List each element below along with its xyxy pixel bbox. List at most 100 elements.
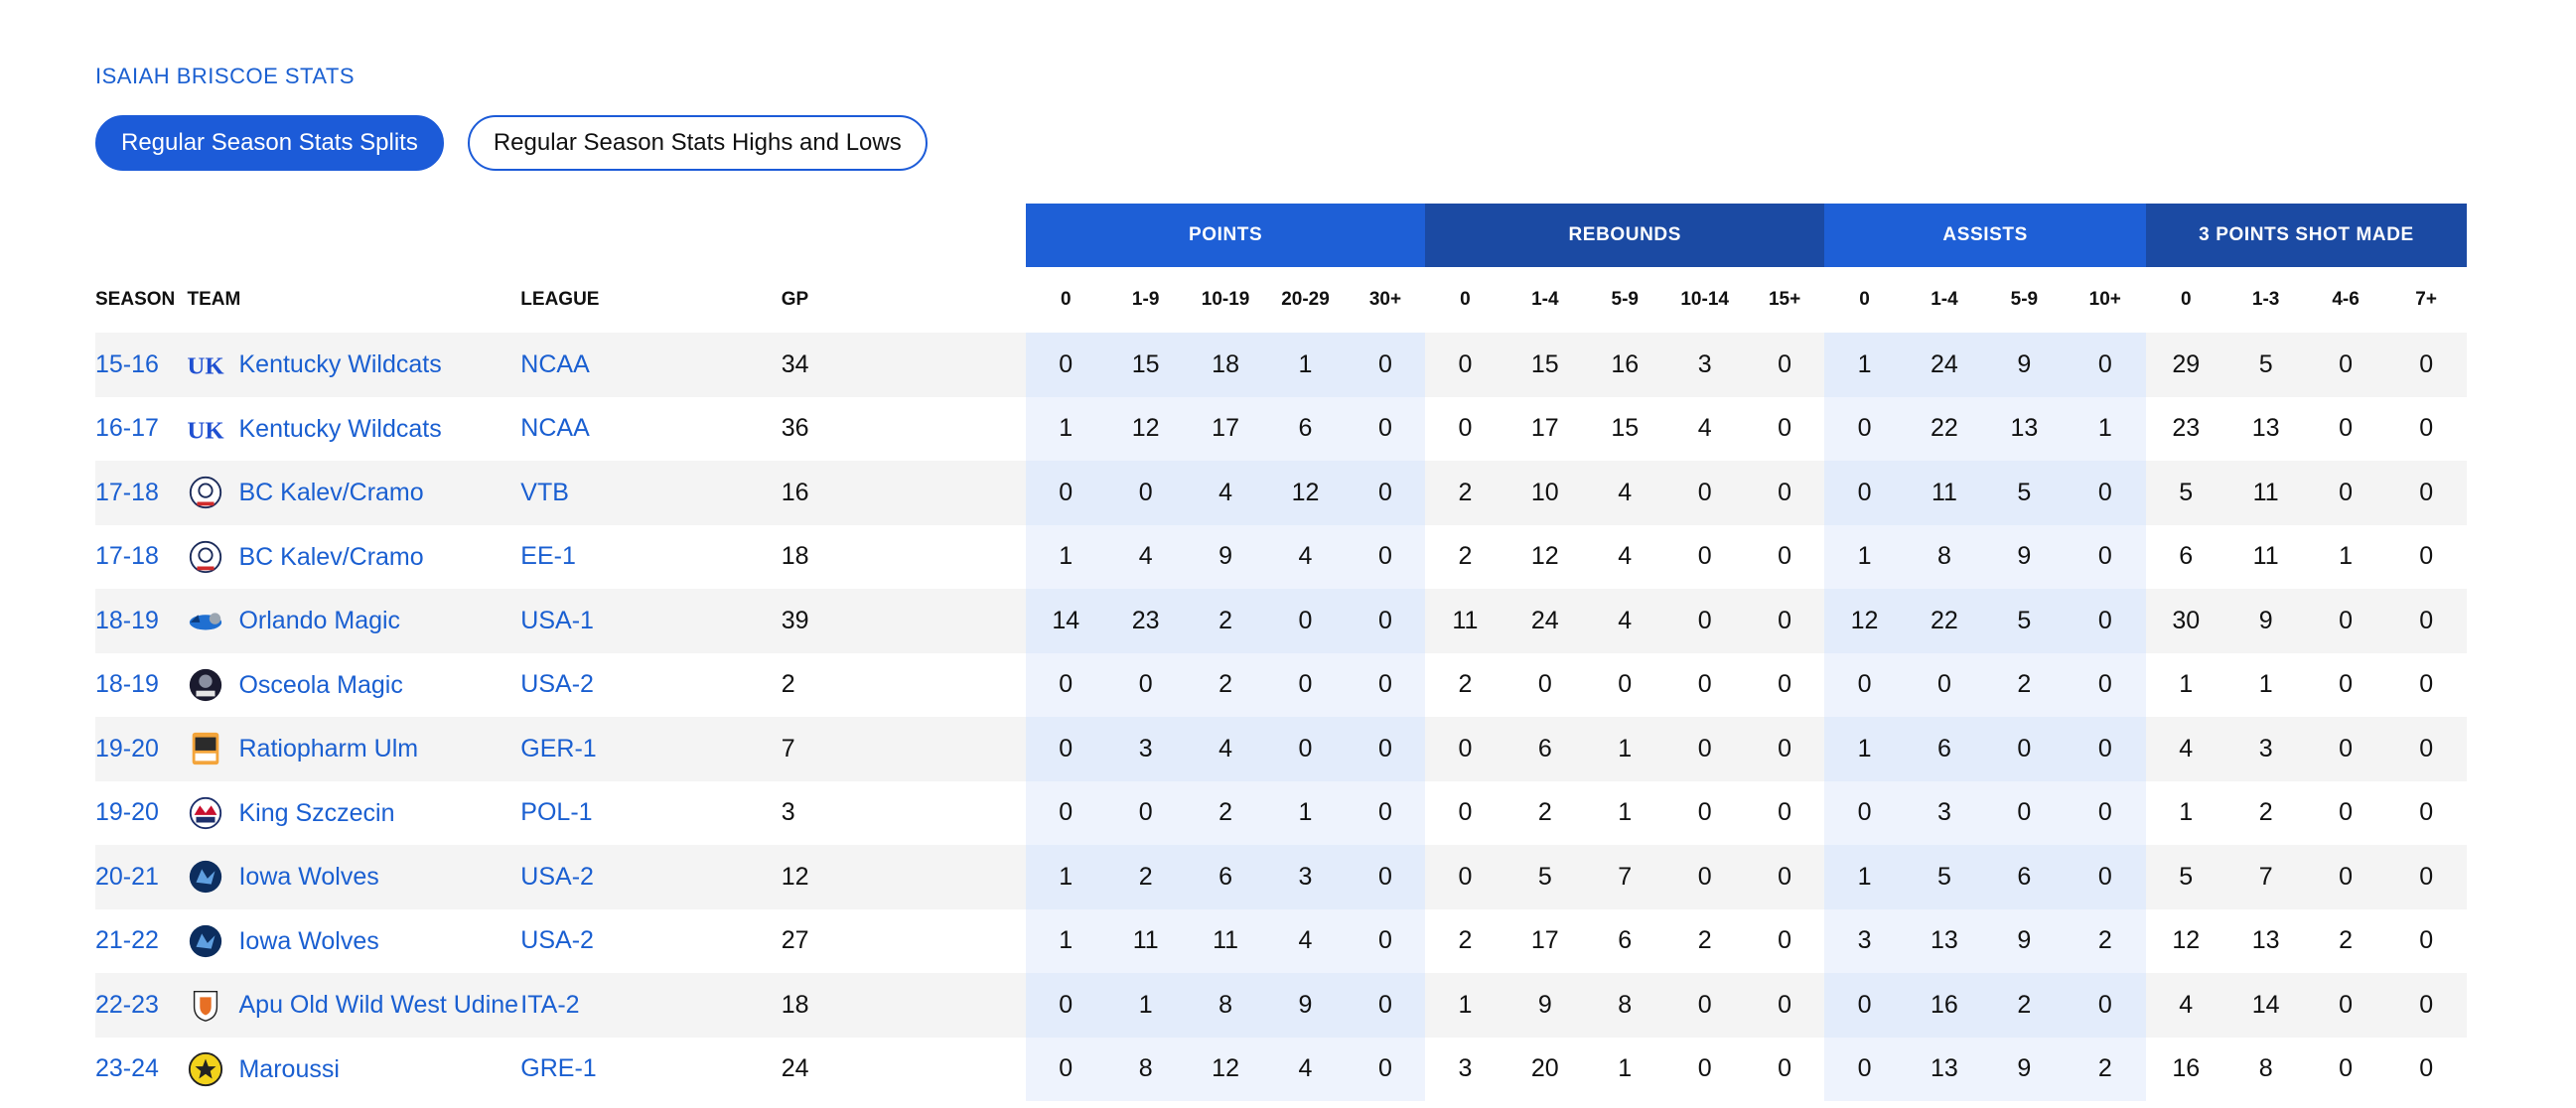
team-link[interactable]: UK Kentucky Wildcats (187, 346, 520, 383)
season-link[interactable]: 16-17 (95, 414, 159, 443)
stat-cell-points: 0 (1026, 717, 1106, 781)
team-link[interactable]: Maroussi (187, 1050, 520, 1088)
season-link[interactable]: 17-18 (95, 542, 159, 571)
stat-cell-assists: 0 (1984, 780, 2065, 845)
league-link[interactable]: ITA-2 (520, 990, 580, 1019)
stat-cell-rebounds: 15 (1530, 349, 1559, 378)
column-header-points-0: 0 (1060, 289, 1072, 310)
team-link[interactable]: BC Kalev/Cramo (187, 474, 520, 511)
stats-splits-button[interactable]: Regular Season Stats Splits (95, 115, 444, 171)
stat-cell-threes: 0 (2419, 1054, 2434, 1083)
stat-cell-threes: 13 (2251, 414, 2280, 443)
stat-cell-threes: 0 (2339, 478, 2354, 506)
league-link[interactable]: USA-2 (520, 670, 594, 699)
stat-cell-points: 12 (1265, 461, 1346, 525)
season-link[interactable]: 22-23 (95, 990, 159, 1019)
stat-cell-assists: 0 (1824, 461, 1905, 525)
team-link[interactable]: UK Kentucky Wildcats (187, 410, 520, 448)
season-link[interactable]: 23-24 (95, 1054, 159, 1083)
stat-cell-rebounds: 1 (1618, 1054, 1633, 1083)
stats-table: POINTS REBOUNDS ASSISTS 3 POINTS SHOT MA… (95, 204, 2467, 1101)
team-link[interactable]: Orlando Magic (187, 602, 520, 639)
team-name: Maroussi (238, 1054, 340, 1083)
team-link[interactable]: Iowa Wolves (187, 922, 520, 960)
stat-cell-points: 0 (1345, 780, 1426, 845)
stat-cell-threes: 1 (2339, 542, 2354, 571)
stat-cell-rebounds: 1 (1618, 798, 1633, 827)
stat-cell-points: 0 (1026, 461, 1106, 525)
stat-cell-points: 2 (1105, 845, 1186, 909)
stat-cell-assists: 2 (1984, 973, 2065, 1038)
season-link[interactable]: 18-19 (95, 670, 159, 699)
season-link[interactable]: 20-21 (95, 862, 159, 891)
league-link[interactable]: GER-1 (520, 734, 597, 762)
league-link[interactable]: VTB (520, 478, 569, 506)
stat-cell-points: 14 (1026, 589, 1106, 653)
stat-cell-points: 4 (1105, 524, 1186, 589)
team-link[interactable]: Iowa Wolves (187, 858, 520, 896)
stat-cell-rebounds: 1 (1458, 990, 1473, 1019)
team-link[interactable]: BC Kalev/Cramo (187, 538, 520, 576)
league-link[interactable]: USA-1 (520, 606, 594, 634)
team-link[interactable]: Ratiopharm Ulm (187, 730, 520, 767)
stat-cell-rebounds: 4 (1618, 478, 1633, 506)
stat-cell-rebounds: 0 (1458, 862, 1473, 891)
team-link[interactable]: Apu Old Wild West Udine (187, 986, 520, 1024)
team-name: King Szczecin (238, 798, 395, 827)
stat-cell-rebounds: 0 (1697, 990, 1712, 1019)
games-played-value: 39 (781, 606, 809, 634)
king-logo-icon (187, 794, 224, 832)
team-cell: UK Kentucky Wildcats (187, 333, 520, 397)
stat-cell-rebounds: 0 (1697, 542, 1712, 571)
stat-cell-points: 4 (1185, 461, 1266, 525)
team-link[interactable]: King Szczecin (187, 794, 520, 832)
team-cell: King Szczecin (187, 781, 520, 846)
stat-cell-points: 3 (1105, 717, 1186, 781)
team-link[interactable]: Osceola Magic (187, 666, 520, 704)
column-header-assists-0: 0 (1859, 289, 1870, 310)
season-link[interactable]: 19-20 (95, 734, 159, 762)
table-row: 17-18 BC Kalev/Cramo EE-1 18 1 4 9 4 0 2 12 4 0 0 1 8 9 0… (95, 524, 2467, 589)
column-header-points-2: 10-19 (1201, 289, 1250, 310)
season-link[interactable]: 21-22 (95, 926, 159, 955)
stat-cell-assists: 6 (1984, 845, 2065, 909)
season-link[interactable]: 19-20 (95, 798, 159, 827)
stat-cell-assists: 13 (1984, 396, 2065, 461)
stat-cell-points: 1 (1026, 396, 1106, 461)
stat-cell-rebounds: 0 (1458, 349, 1473, 378)
stat-cell-assists: 5 (1984, 461, 2065, 525)
highs-lows-button[interactable]: Regular Season Stats Highs and Lows (467, 115, 928, 171)
stats-table-body: 15-16 UK Kentucky Wildcats NCAA 34 0 15 18 1 0 0 15… (95, 333, 2467, 1101)
stat-cell-points: 17 (1185, 396, 1266, 461)
stat-cell-rebounds: 0 (1618, 670, 1633, 699)
league-link[interactable]: USA-2 (520, 926, 594, 955)
stat-cell-rebounds: 2 (1458, 542, 1473, 571)
league-link[interactable]: GRE-1 (520, 1054, 597, 1083)
stat-cell-threes: 0 (2339, 734, 2354, 762)
league-link[interactable]: NCAA (520, 349, 590, 378)
stat-cell-threes: 1 (2179, 670, 2194, 699)
season-link[interactable]: 17-18 (95, 478, 159, 506)
stat-cell-threes: 0 (2419, 349, 2434, 378)
league-link[interactable]: EE-1 (520, 542, 576, 571)
stat-cell-threes: 0 (2339, 798, 2354, 827)
league-link[interactable]: POL-1 (520, 798, 593, 827)
table-row: 21-22 Iowa Wolves USA-2 27 1 11 11 4 0 2 17 6 2 0 3 13 9… (95, 908, 2467, 973)
league-link[interactable]: NCAA (520, 414, 590, 443)
stat-cell-threes: 14 (2251, 990, 2280, 1019)
league-link[interactable]: USA-2 (520, 862, 594, 891)
group-header-assists: ASSISTS (1824, 204, 2147, 267)
stat-cell-rebounds: 0 (1697, 478, 1712, 506)
season-link[interactable]: 15-16 (95, 349, 159, 378)
stat-cell-threes: 0 (2419, 606, 2434, 634)
stat-cell-points: 0 (1345, 461, 1426, 525)
stat-cell-points: 0 (1345, 973, 1426, 1038)
group-header-row: POINTS REBOUNDS ASSISTS 3 POINTS SHOT MA… (95, 204, 2467, 267)
stat-cell-points: 12 (1185, 1037, 1266, 1101)
stat-cell-rebounds: 16 (1611, 349, 1640, 378)
games-played-value: 24 (781, 1054, 809, 1083)
stat-cell-threes: 13 (2251, 926, 2280, 955)
stat-cell-assists: 13 (1904, 908, 1985, 973)
stat-cell-assists: 0 (1984, 717, 2065, 781)
season-link[interactable]: 18-19 (95, 606, 159, 634)
